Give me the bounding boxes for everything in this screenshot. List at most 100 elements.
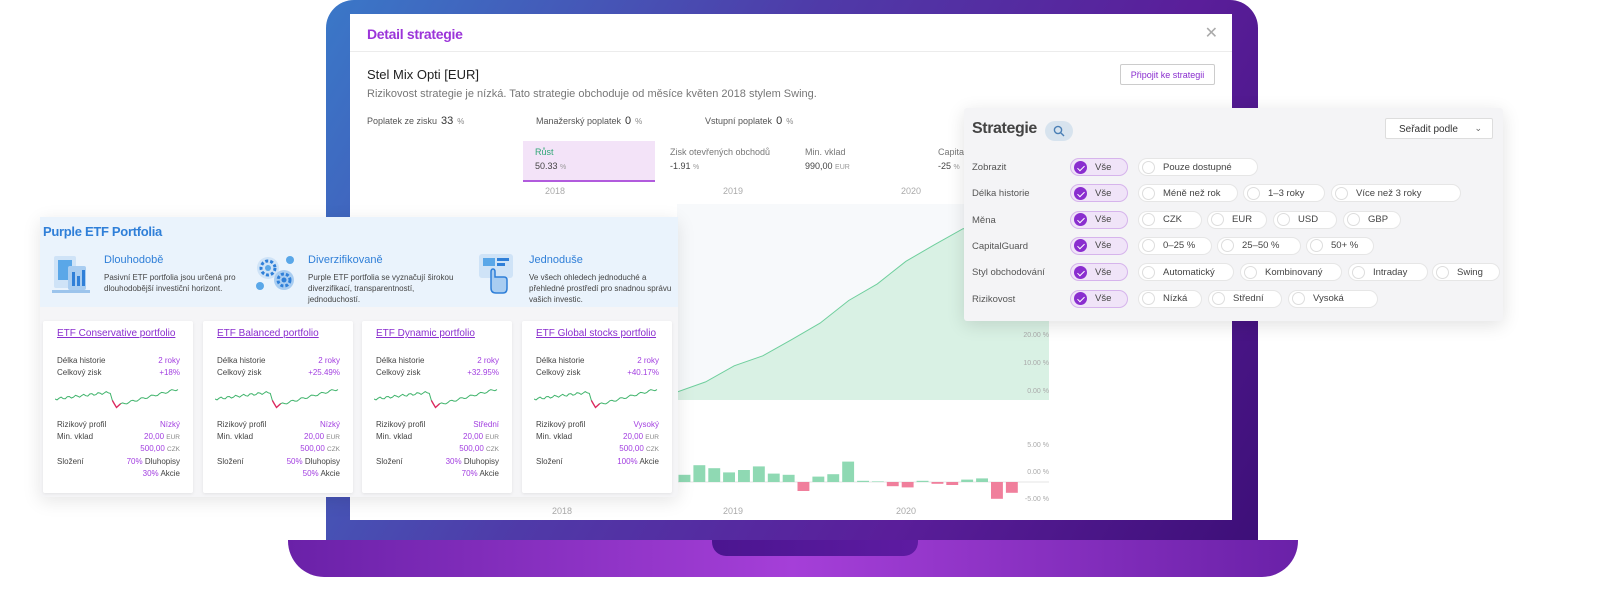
etf-card-balanced[interactable]: ETF Balanced portfolio Délka historie 2 r… bbox=[203, 321, 353, 493]
join-strategy-button[interactable]: Připojit ke strategii bbox=[1120, 64, 1215, 85]
filter-option-label: Vše bbox=[1095, 214, 1112, 226]
filter-option[interactable]: Vysoká bbox=[1288, 289, 1378, 308]
filter-option[interactable]: CZK bbox=[1138, 210, 1202, 229]
y-tick-label: 20.00 % bbox=[1023, 332, 1049, 339]
return-bar bbox=[946, 482, 959, 485]
filter-label: Styl obchodování bbox=[972, 267, 1045, 279]
filter-option[interactable]: Automatický bbox=[1138, 263, 1234, 282]
filter-option[interactable]: Swing bbox=[1432, 263, 1500, 282]
filter-option[interactable]: 0–25 % bbox=[1138, 236, 1212, 255]
composition-row: Složení 30% Dluhopisy bbox=[376, 457, 499, 466]
deposit-row: Min. vklad 20,00 EUR bbox=[57, 432, 180, 441]
return-bar bbox=[857, 480, 869, 482]
filter-option-label: Vše bbox=[1095, 240, 1112, 252]
filter-option-label: CZK bbox=[1163, 214, 1182, 226]
chevron-down-icon: ⌄ bbox=[1474, 123, 1482, 133]
filter-option[interactable]: Méně než rok bbox=[1138, 184, 1238, 203]
filter-option[interactable]: Nízká bbox=[1138, 289, 1202, 308]
filter-option[interactable]: Vše bbox=[1070, 236, 1128, 255]
year-label: 2019 bbox=[723, 506, 744, 516]
filter-label: CapitalGuard bbox=[972, 240, 1028, 252]
filter-option[interactable]: EUR bbox=[1207, 210, 1267, 229]
strategy-description: Rizikovost strategie je nízká. Tato stra… bbox=[367, 88, 817, 100]
filter-option[interactable]: Střední bbox=[1208, 289, 1282, 308]
sort-dropdown[interactable]: Seřadit podle ⌄ bbox=[1385, 118, 1493, 139]
filter-label: Měna bbox=[972, 214, 996, 226]
feature-title: Diverzifikovaně bbox=[308, 254, 383, 266]
etf-card-conservative[interactable]: ETF Conservative portfolio Délka histori… bbox=[43, 321, 193, 493]
portfolio-link[interactable]: ETF Balanced portfolio bbox=[217, 328, 319, 339]
stat-capital-tab[interactable]: Capital -25 % bbox=[926, 141, 986, 182]
return-bar bbox=[693, 465, 706, 482]
return-bar bbox=[842, 461, 855, 482]
laptop-notch bbox=[712, 540, 918, 556]
composition-row-2: 50% Akcie bbox=[302, 469, 340, 478]
filter-option-label: Swing bbox=[1457, 266, 1483, 278]
filter-option[interactable]: 25–50 % bbox=[1217, 236, 1301, 255]
portfolio-sparkline bbox=[534, 389, 658, 409]
radio-icon bbox=[1142, 265, 1155, 279]
y-tick-label: -5.00 % bbox=[1024, 496, 1049, 503]
return-bar bbox=[827, 474, 840, 482]
stat-open-trades-tab[interactable]: Zisk otevřených obchodů -1.91 % bbox=[658, 141, 790, 182]
filter-option[interactable]: 1–3 roky bbox=[1243, 184, 1325, 203]
filter-option-label: 25–50 % bbox=[1242, 240, 1280, 252]
filter-row: Zobrazit Vše Pouze dostupné bbox=[972, 158, 1497, 176]
y-tick-label: 5.00 % bbox=[1027, 442, 1049, 449]
strategies-title: Strategie bbox=[972, 120, 1037, 137]
feature-text: Pasivní ETF portfolia jsou určená pro dl… bbox=[104, 273, 236, 293]
portfolio-link[interactable]: ETF Global stocks portfolio bbox=[536, 328, 657, 339]
etf-header: Purple ETF Portfolia Dlouhodobě Pasivní … bbox=[40, 217, 678, 307]
profit-row: Celkový zisk +40.17% bbox=[536, 368, 659, 377]
filter-option[interactable]: Více než 3 roky bbox=[1331, 184, 1461, 203]
etf-title: Purple ETF Portfolia bbox=[43, 224, 162, 239]
filter-option[interactable]: Vše bbox=[1070, 289, 1128, 308]
deposit-czk-row: 500,00 CZK bbox=[300, 444, 340, 453]
filter-option-label: Kombinovaný bbox=[1265, 266, 1323, 278]
filter-row: CapitalGuard Vše 0–25 % 25–50 % 50+ % bbox=[972, 236, 1497, 255]
search-button[interactable] bbox=[1045, 121, 1073, 141]
detail-header: Detail strategie ✕ bbox=[350, 14, 1232, 52]
filter-option[interactable]: Vše bbox=[1070, 210, 1128, 229]
etf-portfolios-panel: Purple ETF Portfolia Dlouhodobě Pasivní … bbox=[40, 217, 678, 497]
filter-option[interactable]: Pouze dostupné bbox=[1138, 158, 1258, 176]
filter-label: Zobrazit bbox=[972, 162, 1007, 173]
radio-icon bbox=[1335, 186, 1348, 200]
filter-row: Rizikovost Vše Nízká Střední Vysoká bbox=[972, 289, 1497, 308]
close-icon[interactable]: ✕ bbox=[1204, 25, 1218, 42]
filter-option-label: 50+ % bbox=[1331, 240, 1359, 252]
filter-option[interactable]: Vše bbox=[1070, 184, 1128, 203]
etf-card-dynamic[interactable]: ETF Dynamic portfolio Délka historie 2 ro… bbox=[362, 321, 512, 493]
composition-row: Složení 70% Dluhopisy bbox=[57, 457, 180, 466]
stat-growth-tab[interactable]: Růst 50.33 % bbox=[523, 141, 655, 182]
portfolio-sparkline bbox=[374, 389, 498, 409]
portfolio-sparkline bbox=[55, 389, 179, 409]
filter-option[interactable]: GBP bbox=[1343, 210, 1401, 229]
filter-option[interactable]: Kombinovaný bbox=[1240, 263, 1342, 282]
radio-icon bbox=[1212, 292, 1225, 305]
fee-unit: % bbox=[786, 117, 794, 126]
portfolio-link[interactable]: ETF Conservative portfolio bbox=[57, 328, 176, 339]
filter-option[interactable]: Vše bbox=[1070, 263, 1128, 282]
filter-option[interactable]: USD bbox=[1273, 210, 1337, 229]
composition-row: Složení 50% Dluhopisy bbox=[217, 457, 340, 466]
filter-option[interactable]: 50+ % bbox=[1306, 236, 1374, 255]
profit-row: Celkový zisk +25.49% bbox=[217, 368, 340, 377]
deposit-row: Min. vklad 20,00 EUR bbox=[217, 432, 340, 441]
fee-unit: % bbox=[457, 117, 465, 126]
stat-min-deposit-tab[interactable]: Min. vklad 990,00 EUR bbox=[793, 141, 925, 182]
filter-option[interactable]: Intraday bbox=[1348, 263, 1428, 282]
fee-value: 33 bbox=[441, 115, 454, 127]
deposit-czk-row: 500,00 CZK bbox=[459, 444, 499, 453]
return-bar bbox=[991, 482, 1003, 499]
portfolio-link[interactable]: ETF Dynamic portfolio bbox=[376, 328, 475, 339]
monthly-returns-bar-chart bbox=[677, 461, 1049, 499]
filter-option-label: USD bbox=[1298, 214, 1319, 226]
composition-row: Složení 100% Akcie bbox=[536, 457, 659, 466]
etf-card-global-stocks[interactable]: ETF Global stocks portfolio Délka histor… bbox=[522, 321, 672, 493]
return-bar bbox=[738, 470, 750, 482]
history-row: Délka historie 2 roky bbox=[536, 356, 659, 365]
radio-icon bbox=[1244, 265, 1257, 279]
return-bar bbox=[976, 478, 988, 482]
filter-option[interactable]: Vše bbox=[1070, 158, 1128, 176]
